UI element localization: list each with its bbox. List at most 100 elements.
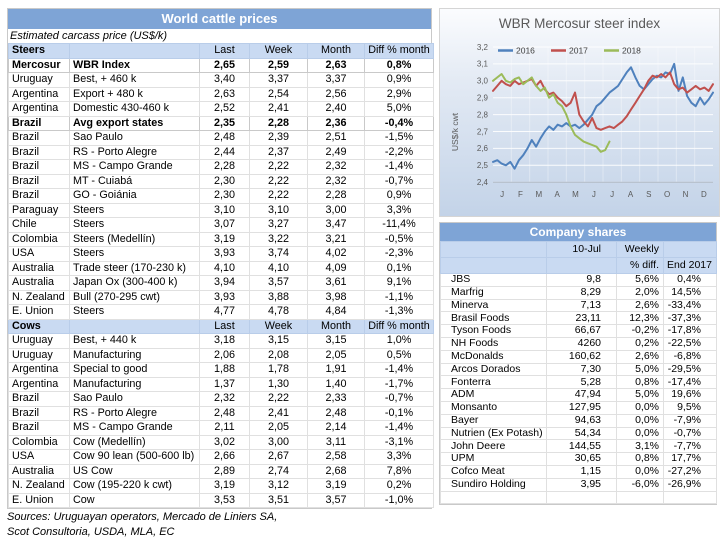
price-cell: 47,94 — [546, 388, 617, 402]
company-row: Arcos Dorados 7,30 5,0% -29,5% — [440, 362, 717, 377]
section-name: Steers — [8, 43, 70, 59]
week-value-cell: 4,78 — [249, 304, 308, 320]
price-cell: 66,67 — [546, 324, 617, 338]
month-value-cell: 2,32 — [307, 173, 365, 189]
description-cell: Steers (Medellín) — [69, 231, 200, 247]
empty-header-cell — [440, 241, 547, 258]
week-value-cell: 3,51 — [249, 492, 308, 508]
month-value-cell: 2,48 — [307, 405, 365, 421]
last-value-cell: 2,63 — [199, 86, 250, 102]
diff-value-cell: 0,5% — [364, 347, 434, 363]
last-value-cell: 2,06 — [199, 347, 250, 363]
empty-cell — [440, 490, 547, 505]
week-value-cell: 2,05 — [249, 420, 308, 436]
last-value-cell: 2,35 — [199, 115, 250, 131]
description-cell: MS - Campo Grande — [69, 159, 200, 175]
weekly-diff-cell: 5,0% — [616, 388, 664, 402]
company-row: JBS 9,8 5,6% 0,4% — [440, 273, 717, 287]
week-value-cell: 3,15 — [249, 333, 308, 349]
company-row: Nutrien (Ex Potash) 54,34 0,0% -0,7% — [440, 426, 717, 441]
diff-value-cell: 7,8% — [364, 463, 434, 479]
month-value-cell: 2,32 — [307, 159, 365, 175]
diff-value-cell: 0,1% — [364, 260, 434, 276]
price-cell: 127,95 — [546, 400, 617, 415]
empty-cell — [69, 43, 200, 59]
week-value-cell: 3,37 — [249, 72, 308, 88]
y-tick-label: 2,7 — [477, 127, 489, 136]
month-value-cell: 3,00 — [307, 202, 365, 218]
month-value-cell: 2,33 — [307, 391, 365, 407]
diff-value-cell: -2,2% — [364, 144, 434, 160]
company-name-cell: Marfrig — [440, 285, 547, 300]
region-cell: Brazil — [8, 130, 70, 146]
diff-value-cell: -1,5% — [364, 130, 434, 146]
price-cell: 7,30 — [546, 362, 617, 377]
description-cell: Special to good — [69, 362, 200, 378]
weekly-diff-cell: 5,0% — [616, 362, 664, 377]
x-tick-label: D — [701, 190, 707, 199]
company-row: UPM 30,65 0,8% 17,7% — [440, 452, 717, 466]
month-value-cell: 2,05 — [307, 347, 365, 363]
company-name-cell: Cofco Meat — [440, 464, 547, 479]
description-cell: Export + 480 k — [69, 86, 200, 102]
month-value-cell: 2,68 — [307, 463, 365, 479]
price-cell: 144,55 — [546, 439, 617, 454]
end-2017-cell: 0,4% — [663, 273, 717, 287]
x-tick-label: A — [554, 190, 560, 199]
region-cell: Uruguay — [8, 72, 70, 88]
table-row: Brazil MS - Campo Grande 2,11 2,05 2,14 -1,4% — [8, 420, 434, 436]
cattle-prices-title: World cattle prices — [8, 9, 431, 29]
description-cell: RS - Porto Alegre — [69, 144, 200, 160]
week-value-cell: 2,22 — [249, 391, 308, 407]
description-cell: Trade steer (170-230 k) — [69, 260, 200, 276]
company-shares-table: 10-Jul Weekly % diff. End 2017 JBS 9,8 5,6… — [440, 241, 717, 505]
week-value-cell: 4,10 — [249, 260, 308, 276]
company-header-row-2: % diff. End 2017 — [440, 257, 717, 274]
company-name-cell: Bayer — [440, 413, 547, 428]
last-value-cell: 3,18 — [199, 333, 250, 349]
company-name-cell: ADM — [440, 388, 547, 402]
region-cell: N. Zealand — [8, 478, 70, 494]
diff-value-cell: -1,0% — [364, 492, 434, 508]
description-cell: Steers — [69, 246, 200, 262]
description-cell: Domestic 430-460 k — [69, 101, 200, 117]
month-value-cell: 4,02 — [307, 246, 365, 262]
series-line-2016 — [492, 62, 714, 170]
x-tick-label: A — [628, 190, 634, 199]
x-tick-label: J — [500, 190, 504, 199]
sources-line-2: Scot Consultoria, USDA, MLA, EC — [7, 526, 175, 538]
company-row: Cofco Meat 1,15 0,0% -27,2% — [440, 464, 717, 479]
description-cell: Manufacturing — [69, 347, 200, 363]
diff-value-cell: -1,1% — [364, 289, 434, 305]
diff-value-cell: -0,5% — [364, 231, 434, 247]
month-value-cell: 2,49 — [307, 144, 365, 160]
company-row: Monsanto 127,95 0,0% 9,5% — [440, 400, 717, 415]
week-value-cell: 1,30 — [249, 376, 308, 392]
month-value-cell: 3,15 — [307, 333, 365, 349]
company-row: McDonalds 160,62 2,6% -6,8% — [440, 349, 717, 364]
week-value-cell: 2,41 — [249, 101, 308, 117]
region-cell: Brazil — [8, 391, 70, 407]
month-value-cell: 3,11 — [307, 434, 365, 450]
table-row: Mercosur WBR Index 2,65 2,59 2,63 0,8% — [8, 57, 434, 73]
description-cell: Best, + 440 k — [69, 333, 200, 349]
month-value-cell: 3,98 — [307, 289, 365, 305]
cattle-prices-subtitle: Estimated carcass price (US$/k) — [8, 29, 431, 43]
table-row: USA Cow 90 lean (500-600 lb) 2,66 2,67 2,58 3… — [8, 449, 434, 465]
week-value-cell: 3,12 — [249, 478, 308, 494]
region-cell: Uruguay — [8, 333, 70, 349]
week-value-cell: 3,88 — [249, 289, 308, 305]
chart-title: WBR Mercosur steer index — [498, 16, 661, 31]
week-value-cell: 2,22 — [249, 188, 308, 204]
diff-value-cell: 2,9% — [364, 86, 434, 102]
region-cell: Colombia — [8, 231, 70, 247]
y-tick-label: 2,6 — [477, 144, 489, 153]
month-column-header: Month — [307, 318, 365, 334]
price-cell: 8,29 — [546, 285, 617, 300]
week-value-cell: 2,74 — [249, 463, 308, 479]
description-cell: Japan Ox (300-400 k) — [69, 275, 200, 291]
company-name-cell: Monsanto — [440, 400, 547, 415]
last-value-cell: 2,52 — [199, 101, 250, 117]
x-tick-label: M — [572, 190, 579, 199]
x-tick-label: O — [664, 190, 670, 199]
